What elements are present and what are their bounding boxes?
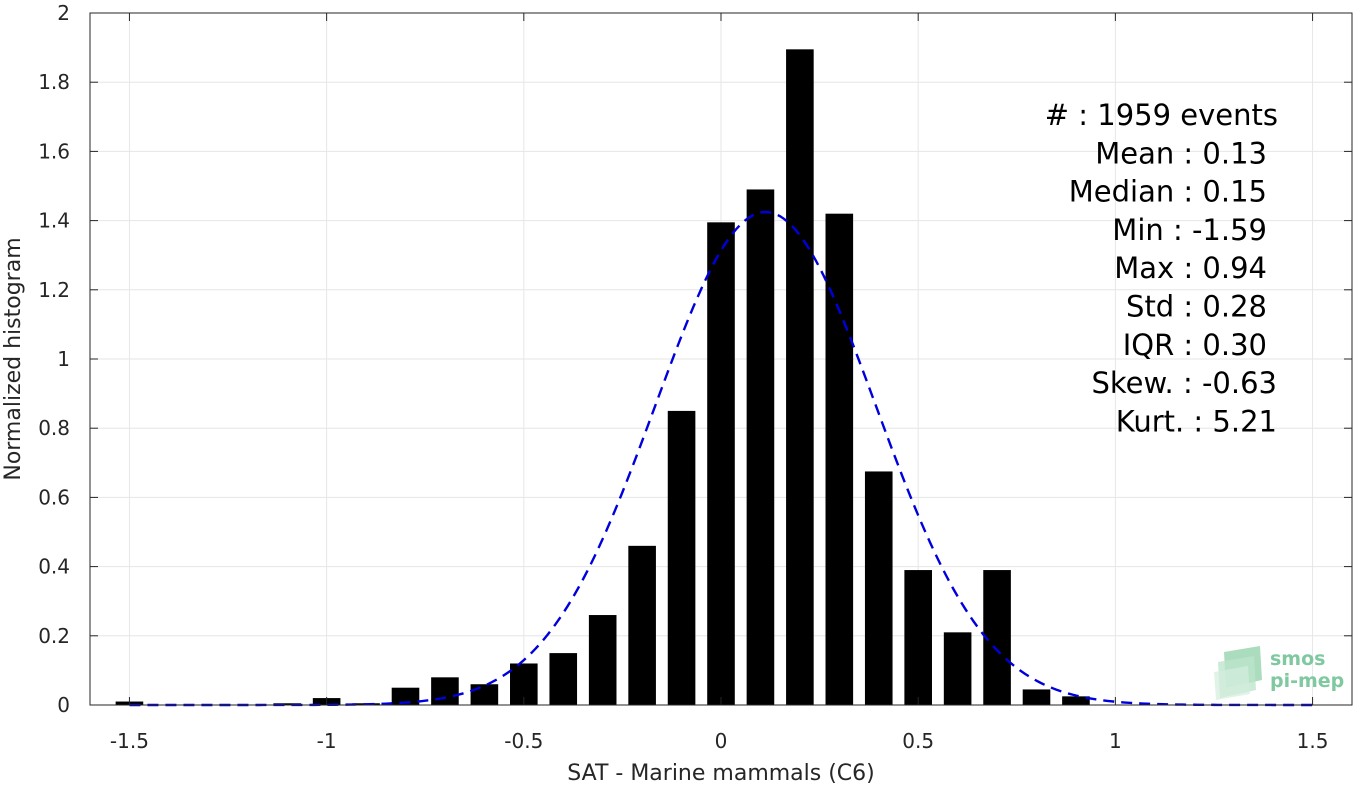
stat-line: Std : 0.28 (1126, 290, 1267, 324)
y-tick-label: 0.8 (38, 416, 70, 440)
histogram-bar (1062, 696, 1090, 705)
histogram-bar (549, 653, 578, 705)
stat-line: Kurt. : 5.21 (1116, 404, 1277, 438)
y-tick-label: 1.4 (38, 209, 70, 233)
x-tick-label: 1.5 (1297, 729, 1329, 753)
x-axis-ticks: -1.5 -1 -0.5 0 0.5 1 1.5 (110, 13, 1329, 753)
histogram-bars (115, 49, 1090, 705)
histogram-bar (707, 222, 735, 705)
stat-line: Min : -1.59 (1112, 213, 1267, 247)
y-tick-label: 0.4 (38, 555, 70, 579)
smos-pi-mep-logo: smos pi-mep (1214, 646, 1344, 700)
x-tick-label: 0.5 (902, 729, 934, 753)
histogram-bar (825, 213, 854, 705)
histogram-bar (746, 189, 775, 705)
x-axis-label: SAT - Marine mammals (C6) (567, 761, 875, 785)
y-tick-label: 0.6 (38, 485, 70, 509)
stat-line: Skew. : -0.63 (1091, 366, 1277, 400)
y-tick-label: 1.8 (38, 70, 70, 94)
x-tick-label: 1 (1109, 729, 1122, 753)
histogram-bar (588, 615, 617, 705)
y-tick-label: 0 (57, 693, 70, 717)
stat-line: Max : 0.94 (1114, 251, 1267, 285)
histogram-bar (864, 471, 893, 705)
histogram-bar (273, 703, 301, 705)
y-tick-label: 0.2 (38, 624, 70, 648)
stat-line: Mean : 0.13 (1095, 136, 1267, 170)
histogram-bar (786, 49, 814, 705)
y-tick-label: 1 (57, 347, 70, 371)
stat-line: IQR : 0.30 (1123, 328, 1267, 362)
y-tick-label: 2 (57, 1, 70, 25)
histogram-bar (983, 570, 1011, 705)
x-tick-label: -0.5 (504, 729, 543, 753)
statistics-box: # : 1959 events Mean : 0.13 Median : 0.15 M… (1045, 98, 1278, 438)
x-tick-label: -1 (317, 729, 337, 753)
y-tick-label: 1.6 (38, 139, 70, 163)
y-axis-ticks: 0 0.2 0.4 0.6 0.8 1 1.2 1.4 1.6 1.8 2 (38, 1, 1352, 717)
histogram-bar (628, 545, 656, 705)
x-tick-label: 0 (715, 729, 728, 753)
logo-line1: smos (1270, 648, 1325, 670)
histogram-bar (431, 677, 459, 705)
y-axis-label: Normalized histogram (1, 237, 26, 480)
logo-line2: pi-mep (1270, 670, 1344, 692)
stat-line: # : 1959 events (1045, 98, 1278, 132)
histogram-bar (667, 410, 696, 705)
y-tick-label: 1.2 (38, 278, 70, 302)
histogram-bar (1022, 689, 1051, 705)
histogram-bar (943, 632, 972, 705)
logo-icon (1214, 646, 1262, 700)
histogram-bar (391, 687, 420, 705)
histogram-bar (904, 570, 932, 705)
stat-line: Median : 0.15 (1069, 175, 1267, 209)
x-tick-label: -1.5 (110, 729, 149, 753)
histogram-bar (470, 684, 499, 705)
